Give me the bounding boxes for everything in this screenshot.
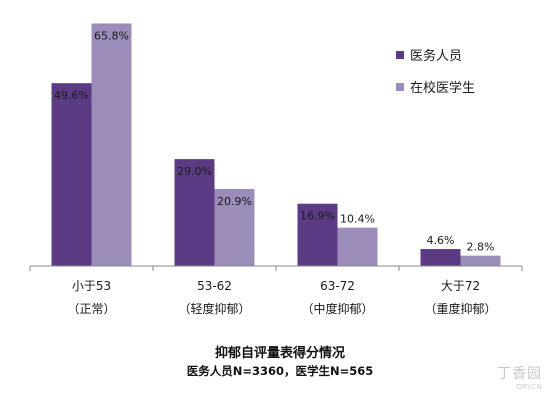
legend-item-series-1: 医务人员 [396,45,462,64]
legend-swatch-series-1 [396,50,404,59]
data-label-1-3: 16.9% [300,210,335,223]
x-tick-label-4-2: （重度抑郁） [424,301,496,316]
legend-item-series-2: 在校医学生 [396,77,475,96]
bar-2-4 [460,255,501,266]
data-label-2-4: 2.8% [467,241,495,254]
data-label-2-2: 20.9% [217,195,252,208]
bar-1-1 [51,83,92,266]
watermark-url: DXY.CN [516,383,542,391]
watermark-logo: 丁香园 DXY.CN [497,363,542,391]
chart-title: 抑郁自评量表得分情况 [214,346,345,361]
legend-label-series-2: 在校医学生 [410,81,476,96]
x-tick-label-1-1: 小于53 [72,279,111,293]
data-label-1-4: 4.6% [427,234,455,247]
chart-subtitle: 医务人员N=3360，医学生N=565 [186,364,374,378]
bar-2-2 [214,188,255,266]
data-label-1-2: 29.0% [177,165,212,178]
x-tick-label-1-2: （正常） [67,302,115,316]
watermark-name: 丁香园 [497,366,542,382]
data-label-2-3: 10.4% [340,213,375,226]
bar-1-4 [420,249,461,266]
x-tick-label-2-2: （轻度抑郁） [178,301,250,316]
data-label-1-1: 49.6% [54,89,89,102]
bar-2-3 [337,227,378,266]
x-tick-label-3-1: 63-72 [320,279,355,293]
bar-2-1 [91,23,132,267]
x-tick-label-2-1: 53-62 [197,279,232,293]
bar-1-3 [297,203,338,266]
legend-label-series-1: 医务人员 [410,49,463,64]
x-tick-label-4-1: 大于72 [441,279,480,293]
bar-1-2 [174,159,215,266]
legend-swatch-series-2 [396,82,404,91]
x-tick-label-3-2: （中度抑郁） [301,301,373,316]
data-label-2-1: 65.8% [94,29,129,42]
